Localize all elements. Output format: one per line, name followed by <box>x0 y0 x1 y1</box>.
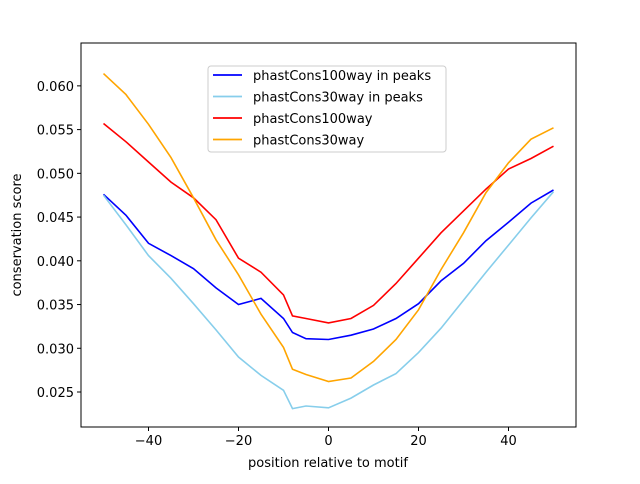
series-line-1 <box>102 191 555 410</box>
x-tick-label: 40 <box>500 434 517 449</box>
y-tick-label: 0.035 <box>37 299 74 314</box>
legend-label: phastCons100way <box>253 112 373 127</box>
legend-label: phastCons100way in peaks <box>253 69 431 84</box>
y-tick-label: 0.050 <box>37 167 74 182</box>
x-axis: −40 −20 0 20 40 <box>135 427 517 449</box>
y-tick-label: 0.025 <box>37 386 74 401</box>
y-tick-label: 0.040 <box>37 255 74 270</box>
y-tick-label: 0.030 <box>37 342 74 357</box>
x-tick-label: 20 <box>410 434 427 449</box>
series-line-0 <box>102 189 554 341</box>
series-line-2 <box>102 122 554 324</box>
x-axis-label: position relative to motif <box>248 456 408 471</box>
y-tick-label: 0.055 <box>37 124 74 139</box>
y-tick-label: 0.060 <box>37 80 74 95</box>
y-tick-label: 0.045 <box>37 211 74 226</box>
legend: phastCons100way in peaks phastCons30way i… <box>207 65 447 153</box>
x-tick-label: −20 <box>225 434 252 449</box>
x-tick-label: −40 <box>135 434 162 449</box>
series-line-3 <box>102 73 554 383</box>
legend-label: phastCons30way in peaks <box>253 91 423 106</box>
x-tick-label: 0 <box>324 434 332 449</box>
y-axis-label: conservation score <box>10 173 25 296</box>
legend-label: phastCons30way <box>253 134 365 149</box>
series-lines <box>102 73 555 410</box>
y-axis: 0.025 0.030 0.035 0.040 0.045 0.050 0.055 0.060 <box>37 80 81 401</box>
